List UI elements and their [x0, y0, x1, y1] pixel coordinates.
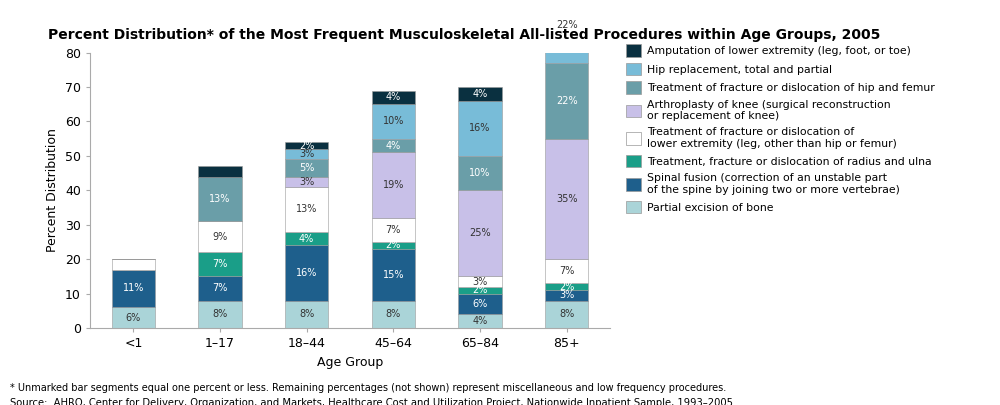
Text: 22%: 22%: [556, 20, 577, 30]
Bar: [372, 301, 415, 328]
Text: 25%: 25%: [469, 228, 491, 239]
Bar: [285, 177, 328, 187]
Bar: [458, 287, 502, 294]
Text: 6%: 6%: [126, 313, 141, 323]
Bar: [545, 63, 588, 139]
Bar: [545, 259, 588, 283]
Bar: [198, 252, 242, 276]
Text: * Unmarked bar segments equal one percent or less. Remaining percentages (not sh: * Unmarked bar segments equal one percen…: [10, 383, 726, 393]
Text: 8%: 8%: [559, 309, 574, 319]
X-axis label: Age Group: Age Group: [317, 356, 383, 369]
Bar: [458, 87, 502, 101]
Bar: [458, 294, 502, 314]
Text: 10%: 10%: [383, 117, 404, 126]
Bar: [545, 0, 588, 63]
Text: 16%: 16%: [296, 268, 317, 278]
Text: 6%: 6%: [472, 299, 488, 309]
Bar: [285, 245, 328, 301]
Bar: [372, 218, 415, 242]
Text: 8%: 8%: [212, 309, 228, 319]
Bar: [458, 190, 502, 276]
Text: 15%: 15%: [383, 270, 404, 280]
Text: 2%: 2%: [472, 285, 488, 295]
Bar: [112, 270, 155, 307]
Bar: [285, 232, 328, 245]
Text: 4%: 4%: [299, 234, 314, 243]
Bar: [198, 166, 242, 177]
Text: 8%: 8%: [299, 309, 314, 319]
Text: 2%: 2%: [299, 141, 314, 151]
Bar: [285, 301, 328, 328]
Y-axis label: Percent Distribution: Percent Distribution: [46, 128, 59, 252]
Bar: [458, 101, 502, 156]
Bar: [112, 259, 155, 270]
Bar: [198, 276, 242, 301]
Text: 35%: 35%: [556, 194, 577, 204]
Text: 2%: 2%: [559, 282, 574, 292]
Text: 19%: 19%: [383, 180, 404, 190]
Bar: [372, 249, 415, 301]
Text: 4%: 4%: [386, 141, 401, 151]
Bar: [372, 139, 415, 152]
Text: Source:  AHRQ, Center for Delivery, Organization, and Markets, Healthcare Cost a: Source: AHRQ, Center for Delivery, Organ…: [10, 398, 736, 405]
Text: 7%: 7%: [212, 284, 228, 294]
Text: 3%: 3%: [299, 149, 314, 159]
Text: 4%: 4%: [472, 316, 488, 326]
Text: 16%: 16%: [469, 124, 491, 133]
Text: 7%: 7%: [559, 266, 574, 276]
Text: 10%: 10%: [469, 168, 491, 178]
Text: 3%: 3%: [559, 290, 574, 301]
Bar: [372, 104, 415, 139]
Text: 4%: 4%: [386, 92, 401, 102]
Bar: [198, 301, 242, 328]
Text: 11%: 11%: [123, 284, 144, 294]
Bar: [458, 314, 502, 328]
Bar: [372, 242, 415, 249]
Legend: Amputation of lower extremity (leg, foot, or toe), Hip replacement, total and pa: Amputation of lower extremity (leg, foot…: [626, 44, 935, 213]
Text: 7%: 7%: [212, 259, 228, 269]
Text: 9%: 9%: [212, 232, 228, 242]
Bar: [545, 290, 588, 301]
Bar: [545, 139, 588, 259]
Text: 5%: 5%: [299, 163, 314, 173]
Text: 22%: 22%: [556, 96, 577, 106]
Text: 13%: 13%: [296, 204, 317, 214]
Bar: [458, 156, 502, 190]
Text: 3%: 3%: [472, 277, 488, 287]
Bar: [372, 152, 415, 218]
Text: Percent Distribution* of the Most Frequent Musculoskeletal All-listed Procedures: Percent Distribution* of the Most Freque…: [48, 28, 881, 42]
Text: 8%: 8%: [386, 309, 401, 319]
Bar: [285, 142, 328, 149]
Bar: [198, 221, 242, 252]
Text: 13%: 13%: [209, 194, 231, 204]
Bar: [285, 187, 328, 232]
Text: 3%: 3%: [299, 177, 314, 187]
Bar: [545, 284, 588, 290]
Bar: [372, 91, 415, 104]
Bar: [112, 307, 155, 328]
Bar: [285, 149, 328, 159]
Text: 2%: 2%: [386, 241, 401, 250]
Bar: [545, 301, 588, 328]
Text: 4%: 4%: [472, 89, 488, 99]
Text: 7%: 7%: [386, 225, 401, 235]
Bar: [198, 177, 242, 221]
Bar: [285, 159, 328, 177]
Bar: [458, 276, 502, 287]
